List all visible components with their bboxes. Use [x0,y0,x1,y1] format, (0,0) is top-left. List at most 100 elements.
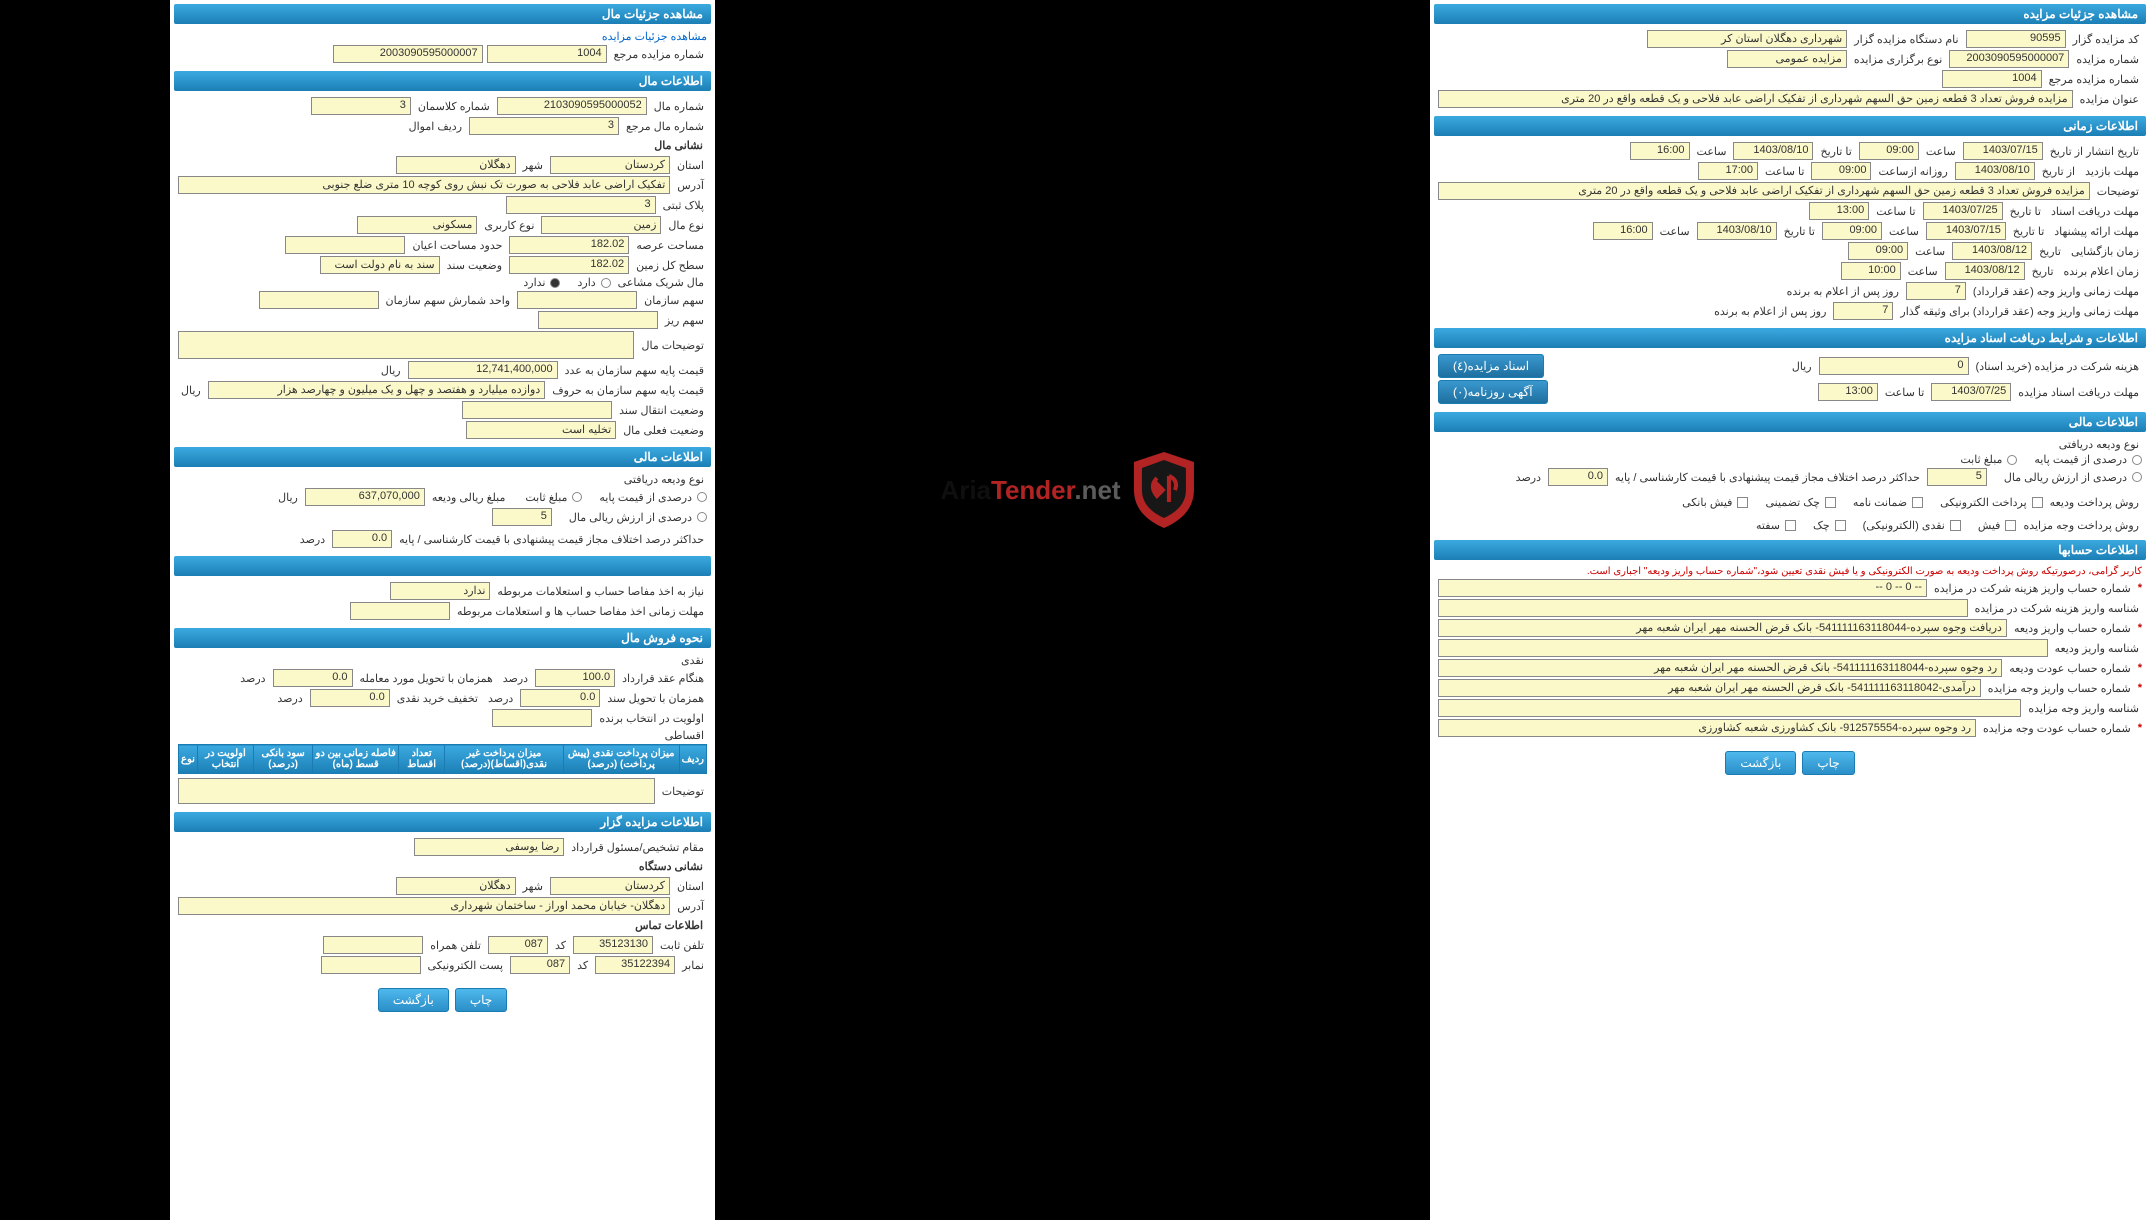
fld-fcode: 087 [510,956,570,974]
radio-has[interactable]: دارد [574,276,610,289]
fld-doc-to: 1403/07/25 [1923,202,2003,220]
fld-sub [538,311,658,329]
fld-diff: 0.0 [1548,468,1608,486]
lbl-num: شماره مزایده [2073,53,2142,66]
fld-dep-amt: 637,070,000 [305,488,425,506]
chk-settle-s[interactable]: سفته [1753,519,1796,532]
fld-prov: کردستان [550,156,670,174]
lbl-offer: مهلت ارائه پیشنهاد [2051,225,2142,238]
fld-acc-fee-id [1438,599,1968,617]
fld-acc-dep-id [1438,639,2048,657]
chk-settle-c[interactable]: چک [1810,519,1846,532]
radio-eval-pct[interactable]: درصدی از ارزش ریالی مال [2001,471,2142,484]
fld-contract: 100.0 [535,669,615,687]
fld-winner-h: 10:00 [1841,262,1901,280]
fld-state: سند به نام دولت است [320,256,440,274]
lbl-visit-desc: توضیحات [2094,185,2142,198]
sec-sale-method: نحوه فروش مال [174,628,711,648]
installments-table: ردیف میزان پرداخت نقدی (پیش پرداخت) (درص… [178,744,707,774]
fld-daily-to: 17:00 [1698,162,1758,180]
fld-fee: 0 [1819,357,1969,375]
chk-settle-f[interactable]: فیش [1975,519,2017,532]
fld-offer-h: 09:00 [1822,222,1882,240]
btn-newspaper[interactable]: آگهی روزنامه(۰) [1438,380,1548,404]
lbl-pay-deadline: مهلت زمانی واریز وجه (عقد قرارداد) [1970,285,2142,298]
radio-l-fixed[interactable]: مبلغ ثابت [522,491,582,504]
radio-fixed-amt[interactable]: مبلغ ثابت [1957,453,2017,466]
fld-visit-h: 09:00 [1811,162,1871,180]
th-gap: فاصله زمانی بین دو قسط (ماه) [313,745,399,774]
chk-settle-e[interactable]: نقدی (الکترونیکی) [1860,519,1961,532]
radio-no[interactable]: ندارد [520,276,560,289]
lbl-daily: روزانه ازساعت [1875,165,1950,178]
lbl-doc-deadline: مهلت دریافت اسناد [2048,205,2142,218]
fld-desc: مزایده فروش تعداد 3 قطعه زمین حق السهم ش… [1438,90,2073,108]
lbl-deposit-type: نوع ودیعه دریافتی [2056,438,2142,451]
sec-asset-info: اطلاعات مال [174,71,711,91]
sec-financial: اطلاعات مالی [1434,412,2146,432]
chk-pay-c[interactable]: چک تضمینی [1762,496,1835,509]
radio-base-pct[interactable]: درصدی از قیمت پایه [2031,453,2142,466]
fld-visit-from: 1403/08/10 [1955,162,2035,180]
fld-city2: دهگلان [396,877,516,895]
fld-fax: 35122394 [595,956,675,974]
fld-inst-desc [178,778,655,804]
btn-back-left[interactable]: بازگشت [378,988,449,1012]
fld-acc-dep: دریافت وجوه سپرده-541111163118044- بانک … [1438,619,2007,637]
fld-clear: ندارد [390,582,490,600]
sec-left-financial: اطلاعات مالی [174,447,711,467]
fld-prov2: کردستان [550,877,670,895]
watermark-text: AriaTender.net [940,475,1120,506]
fld-open-to-h: 16:00 [1593,222,1653,240]
fld-doc2-h: 13:00 [1818,383,1878,401]
shield-icon [1129,450,1199,530]
fld-code: 90595 [1966,30,2066,48]
sec-auctioneer-info: اطلاعات مزایده گزار [174,812,711,832]
fld-base-words: دوازده میلیارد و هفتصد و چهل و یک میلیون… [208,381,546,399]
fld-pub-from-h: 09:00 [1859,142,1919,160]
radio-l-eval[interactable]: درصدی از ارزش ریالی مال [566,511,707,524]
lbl-fee: هزینه شرکت در مزایده (خرید اسناد) [1973,360,2142,373]
fld-land: 182.02 [509,256,629,274]
fld-area: 182.02 [509,236,629,254]
addr2-title: نشانی دستگاه [178,858,707,875]
fld-left-num: 2003090595000007 [333,45,483,63]
accounts-note: کاربر گرامی، درصورتیکه روش پرداخت ودیعه … [1587,566,2142,577]
fld-clear2 [350,602,450,620]
fld-acc-fee: -- 0 -- 0 -- [1438,579,1927,597]
fld-use: مسکونی [357,216,477,234]
fld-winner: 1403/08/12 [1945,262,2025,280]
lbl-to: تا تاریخ [1817,145,1854,158]
btn-documents[interactable]: اسناد مزایده(٤) [1438,354,1544,378]
lbl-hour2: ساعت [1694,145,1730,158]
lbl-org: نام دستگاه مزایده گزار [1851,33,1961,46]
chk-pay-e[interactable]: پرداخت الکترونیکی [1937,496,2043,509]
left-panel: مشاهده جزئیات مال مشاهده جزئیات مزایده ش… [170,0,715,1220]
th-noncash-pct: میزان پرداخت غیر نقدی(اقساط)(درصد) [445,745,564,774]
btn-print-left[interactable]: چاپ [455,988,507,1012]
fld-doc-h: 13:00 [1809,202,1869,220]
th-row: ردیف [679,745,706,774]
chk-pay-u[interactable]: ضمانت نامه [1850,496,1923,509]
radio-l-base[interactable]: درصدی از قیمت پایه [596,491,707,504]
th-count: تعداد اقساط [399,745,445,774]
fld-left-ref: 1004 [487,45,607,63]
btn-back-right[interactable]: بازگشت [1725,751,1796,775]
sec-asset-details: مشاهده جزئیات مال [174,4,711,24]
fld-mobile [323,936,423,954]
fld-open-to: 1403/08/10 [1697,222,1777,240]
fld-eval-pct: 5 [1927,468,1987,486]
fld-acc-ret: رد وجوه سپرده-541111163118044- بانک قرض … [1438,659,2002,677]
fld-plate: 3 [506,196,656,214]
sec-auction-details: مشاهده جزئیات مزایده [1434,4,2146,24]
lbl-daily-to: تا ساعت [1762,165,1807,178]
fld-pay: 7 [1906,282,1966,300]
right-panel: مشاهده جزئیات مزایده کد مزایده گزار 9059… [1430,0,2150,1220]
link-auction-details[interactable]: مشاهده جزئیات مزایده [602,30,707,43]
lbl-winner: زمان اعلام برنده [2061,265,2142,278]
fld-email [321,956,421,974]
fld-class: 3 [311,97,411,115]
fld-acc-ret2: رد وجوه سپرده-912575554- بانک کشاورزی شع… [1438,719,1976,737]
chk-pay-f[interactable]: فیش بانکی [1679,496,1748,509]
btn-print-right[interactable]: چاپ [1802,751,1854,775]
